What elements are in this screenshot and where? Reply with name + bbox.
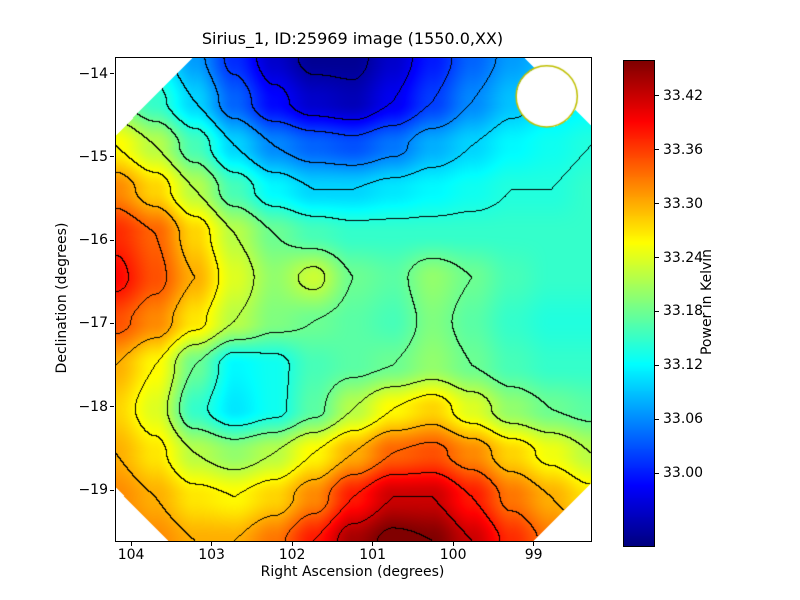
y-tick-label: −14 (78, 65, 108, 82)
y-tick-mark (110, 406, 114, 408)
y-tick-label: −19 (78, 482, 108, 499)
colorbar-tick-mark (655, 95, 659, 97)
y-tick-mark (110, 73, 114, 75)
x-tick-mark (372, 542, 374, 546)
x-tick-label: 102 (278, 547, 306, 563)
x-tick-label: 103 (198, 547, 225, 563)
colorbar-tick-mark (655, 310, 659, 312)
y-tick-label: −15 (78, 148, 108, 165)
chart-title: Sirius_1, ID:25969 image (1550.0,XX) (201, 29, 504, 48)
colorbar-tick-label: 33.12 (663, 357, 704, 374)
y-tick-mark (110, 322, 114, 324)
y-tick-mark (110, 239, 114, 241)
y-tick-label: −16 (78, 232, 108, 249)
y-tick-label: −18 (78, 398, 108, 415)
colorbar-gradient-canvas (624, 61, 654, 546)
colorbar-tick-mark (655, 418, 659, 420)
colorbar-tick-label: 33.30 (663, 195, 704, 212)
x-tick-label: 104 (117, 547, 145, 563)
y-tick-mark (110, 489, 114, 491)
y-tick-label: −17 (78, 315, 108, 332)
colorbar-tick-mark (655, 203, 659, 205)
x-tick-label: 100 (439, 547, 467, 563)
x-tick-mark (452, 542, 454, 546)
colorbar-tick-label: 33.00 (663, 465, 704, 482)
colorbar-tick-label: 33.36 (663, 141, 704, 158)
colorbar-tick-label: 33.24 (663, 249, 704, 266)
x-tick-label: 101 (359, 547, 386, 563)
x-tick-label: 99 (524, 547, 543, 563)
colorbar-tick-mark (655, 149, 659, 151)
colorbar-tick-mark (655, 364, 659, 366)
colorbar (623, 60, 655, 547)
colorbar-tick-mark (655, 472, 659, 474)
colorbar-tick-label: 33.42 (663, 87, 704, 104)
contour-map-canvas (116, 58, 591, 541)
colorbar-tick-label: 33.06 (663, 411, 704, 428)
x-tick-mark (533, 542, 535, 546)
x-tick-mark (211, 542, 213, 546)
x-tick-mark (130, 542, 132, 546)
colorbar-tick-mark (655, 257, 659, 259)
plot-area (115, 57, 592, 542)
y-tick-mark (110, 156, 114, 158)
colorbar-tick-label: 33.18 (663, 303, 704, 320)
x-tick-mark (291, 542, 293, 546)
x-axis-label: Right Ascension (degrees) (260, 564, 445, 580)
